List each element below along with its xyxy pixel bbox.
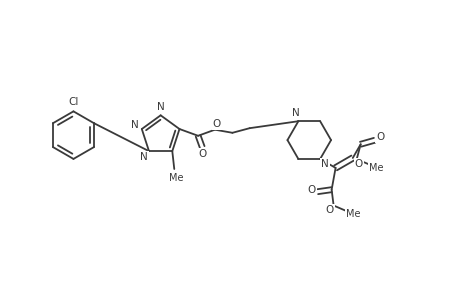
Text: Me: Me <box>168 173 183 183</box>
Text: O: O <box>325 206 333 215</box>
Text: N: N <box>320 159 328 169</box>
Text: O: O <box>307 185 315 195</box>
Text: N: N <box>291 108 299 118</box>
Text: Me: Me <box>346 209 360 220</box>
Text: N: N <box>157 102 164 112</box>
Text: N: N <box>140 152 148 162</box>
Text: Me: Me <box>369 163 383 173</box>
Text: N: N <box>131 120 139 130</box>
Text: Cl: Cl <box>68 98 78 107</box>
Text: O: O <box>212 119 220 129</box>
Text: O: O <box>354 159 362 169</box>
Text: O: O <box>375 132 384 142</box>
Text: O: O <box>198 149 206 159</box>
